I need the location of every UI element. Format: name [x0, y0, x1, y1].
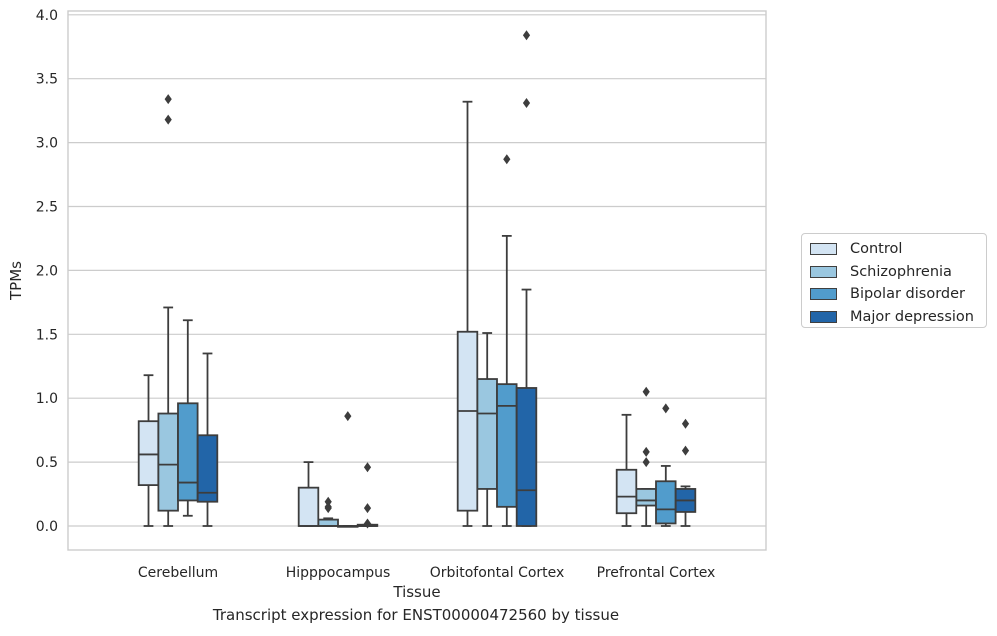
box-iqr [635, 488, 657, 507]
x-axis-label: Tissue [392, 583, 440, 601]
outlier-point [642, 457, 650, 468]
series-control [137, 100, 638, 527]
plot-frame [67, 10, 767, 551]
y-tick-label: 3.0 [36, 136, 58, 152]
y-tick-label: 3.5 [36, 72, 58, 88]
outlier-point [522, 30, 531, 41]
y-tick-label: 2.5 [36, 200, 58, 216]
box [515, 30, 538, 527]
outlier-point [681, 445, 690, 456]
outlier-point [164, 114, 172, 125]
series-major-depression [196, 30, 697, 529]
series-schizophrenia [157, 94, 657, 527]
legend-item: Bipolar disorder [810, 283, 986, 306]
box [635, 386, 657, 527]
outlier-point [324, 501, 332, 512]
outlier-point [522, 97, 531, 108]
legend-item: Control [810, 238, 986, 261]
outlier-point [681, 418, 690, 429]
box [297, 461, 320, 527]
y-tick-label: 0.5 [36, 455, 58, 471]
y-tick-label: 0.0 [36, 519, 58, 535]
y-axis: 0.0 0.5 1.0 1.5 2.0 2.5 3.0 3.5 4.0 [36, 8, 766, 535]
legend-item: Major depression [810, 306, 986, 329]
box [674, 418, 697, 527]
outlier-point [363, 462, 372, 473]
y-tick-label: 1.5 [36, 327, 58, 343]
legend-swatch [810, 288, 837, 301]
box-iqr [655, 480, 677, 525]
box-iqr [456, 330, 479, 512]
box [177, 319, 199, 517]
legend-label: Control [850, 241, 903, 258]
legend-item: Schizophrenia [810, 261, 986, 284]
box [317, 496, 339, 527]
x-axis: Cerebellum Hipppocampus Orbitofontal Corte… [138, 565, 715, 581]
outlier-point [642, 386, 650, 397]
legend-label: Bipolar disorder [850, 286, 965, 303]
box-iqr [297, 486, 320, 527]
box-iqr [615, 468, 638, 515]
outlier-point [642, 446, 650, 457]
legend: Control Schizophrenia Bipolar disorder Majo… [801, 233, 987, 328]
box-iqr [177, 402, 199, 502]
y-tick-label: 4.0 [36, 8, 58, 24]
box-iqr [196, 434, 219, 503]
box [196, 352, 219, 527]
x-tick-label: Cerebellum [138, 565, 218, 581]
outlier-point [344, 411, 352, 422]
box [157, 94, 179, 527]
legend-swatch [810, 310, 837, 323]
outlier-point [363, 503, 372, 514]
legend-label: Major depression [850, 308, 974, 325]
outlier-point [662, 403, 670, 414]
box-iqr [515, 387, 538, 527]
y-tick-label: 1.0 [36, 391, 58, 407]
x-tick-label: Orbitofontal Cortex [430, 565, 565, 581]
legend-swatch [810, 265, 837, 278]
series-bipolar-disorder [177, 154, 677, 528]
box-iqr [137, 420, 160, 487]
box-iqr [157, 412, 179, 512]
outlier-point [164, 94, 172, 105]
x-tick-label: Prefrontal Cortex [597, 565, 716, 581]
box [476, 332, 498, 527]
box-iqr [317, 518, 339, 527]
box-iqr [496, 383, 518, 508]
chart-caption: Transcript expression for ENST0000047256… [212, 606, 620, 624]
outlier-point [503, 154, 511, 165]
outlier-point [363, 518, 372, 529]
outlier-point [324, 496, 332, 507]
legend-label: Schizophrenia [850, 263, 952, 280]
x-tick-label: Hipppocampus [286, 565, 391, 581]
legend-swatch [810, 243, 837, 256]
box [137, 374, 160, 527]
box-iqr [476, 378, 498, 490]
box [356, 462, 379, 529]
y-axis-label: TPMs [7, 261, 25, 301]
box [655, 403, 677, 527]
y-tick-label: 2.0 [36, 263, 58, 279]
